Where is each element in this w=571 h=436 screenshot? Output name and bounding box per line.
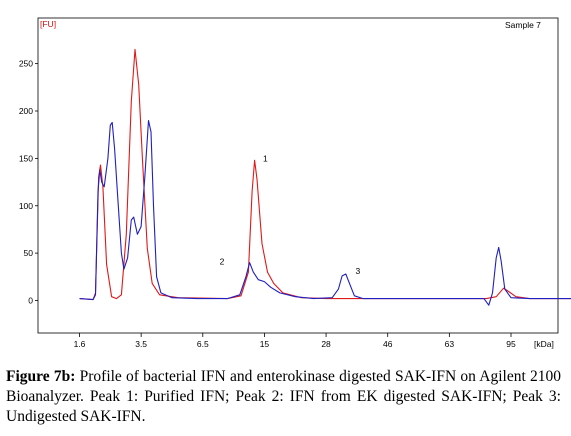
peak-label-3: 3 [355, 266, 360, 276]
x-tick-label: 1.6 [74, 339, 86, 349]
y-tick-label: 150 [19, 153, 33, 163]
caption-text: Profile of bacterial IFN and enterokinas… [6, 368, 561, 425]
caption-label: Figure 7b: [6, 368, 76, 385]
x-tick-label: 3.5 [135, 339, 147, 349]
y-tick-label: 200 [19, 106, 33, 116]
x-tick-label: 28 [321, 339, 331, 349]
y-tick-label: 100 [19, 201, 33, 211]
x-axis-unit: [kDa] [534, 339, 554, 349]
x-tick-label: 63 [445, 339, 455, 349]
x-tick-label: 15 [260, 339, 270, 349]
sample-label: Sample 7 [505, 20, 541, 30]
y-tick-label: 250 [19, 59, 33, 69]
x-tick-label: 46 [383, 339, 393, 349]
figure-caption: Figure 7b: Profile of bacterial IFN and … [6, 367, 561, 427]
plot-frame [37, 17, 559, 334]
x-tick-label: 95 [506, 339, 516, 349]
y-tick-label: 50 [24, 248, 34, 258]
peak-label-2: 2 [220, 256, 225, 266]
peak-label-1: 1 [263, 153, 268, 163]
y-axis-unit: [FU] [40, 19, 56, 29]
y-tick-label: 0 [28, 296, 33, 306]
electropherogram-chart: [FU] Sample 7 [kDa] 0 50 100 150 200 250 1.6 3.5 6.… [19, 17, 571, 349]
series-line-2 [79, 119, 571, 306]
x-tick-label: 6.5 [197, 339, 209, 349]
